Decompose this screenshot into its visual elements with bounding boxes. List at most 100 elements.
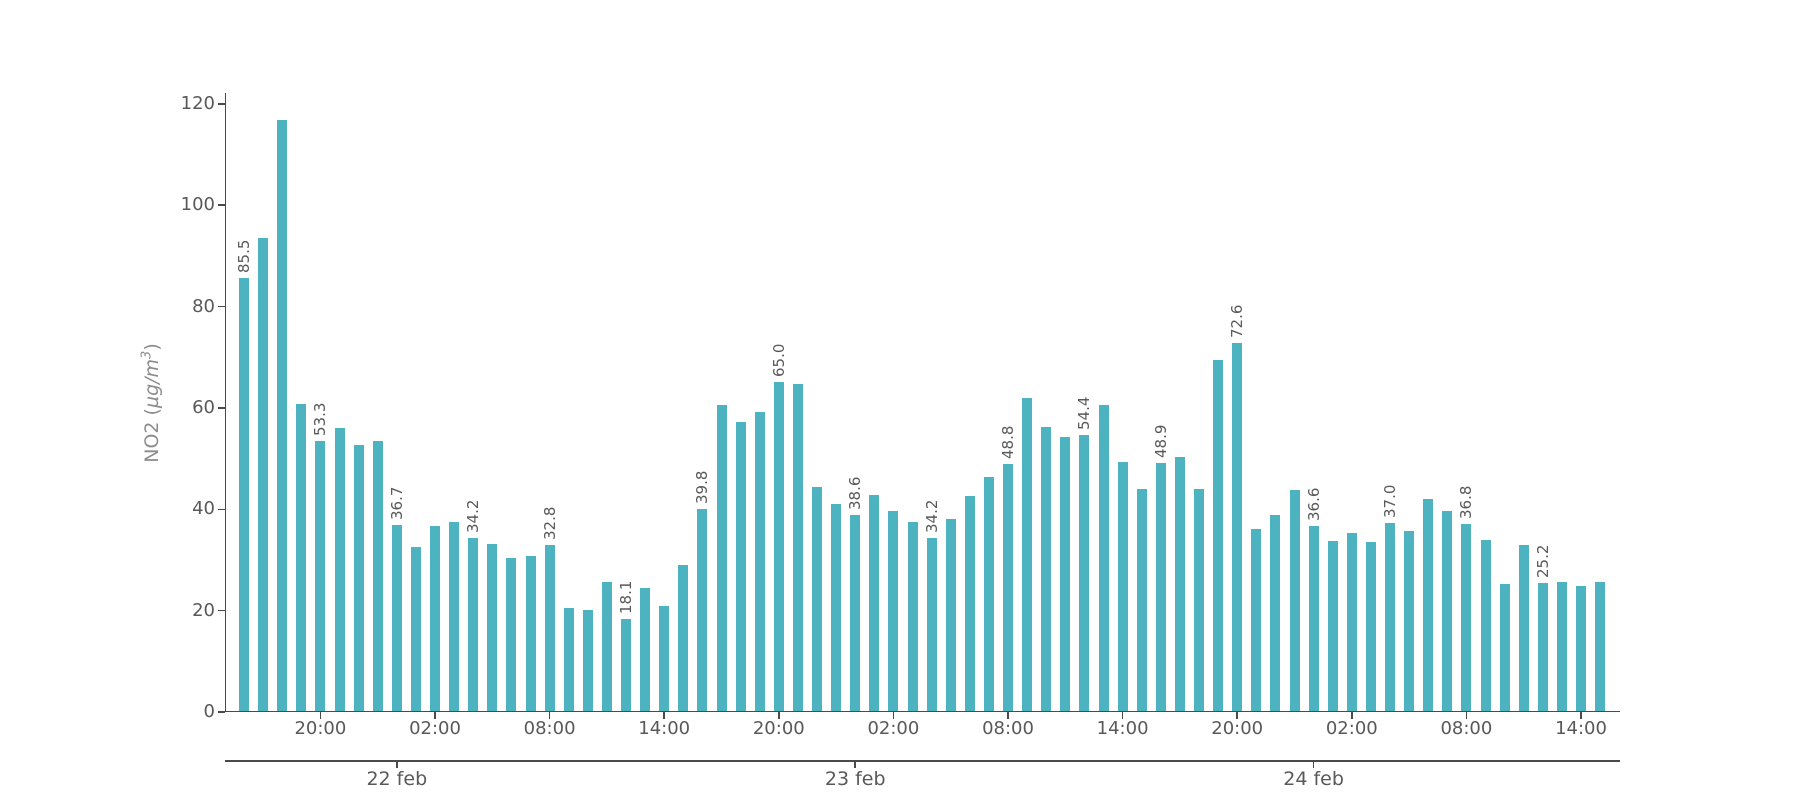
bar — [831, 504, 842, 711]
bar — [945, 518, 956, 711]
bar — [1461, 524, 1472, 711]
bar-value-label: 32.8 — [540, 506, 559, 540]
bar — [773, 381, 784, 711]
bar — [1423, 499, 1434, 711]
y-tick-label: 20 — [192, 599, 215, 621]
bar — [1060, 436, 1071, 711]
bar — [391, 525, 402, 711]
x-tick-mark — [548, 712, 551, 719]
y-tick-mark — [218, 711, 225, 713]
day-label: 24 feb — [1283, 768, 1344, 790]
x-tick-label: 14:00 — [638, 718, 691, 739]
bar — [258, 237, 269, 711]
x-tick-mark — [319, 712, 322, 719]
x-tick-mark — [892, 712, 895, 719]
bar — [334, 428, 345, 711]
y-tick-mark — [218, 609, 225, 612]
x-tick-label: 02:00 — [867, 718, 920, 739]
x-tick-mark — [1121, 712, 1124, 719]
x-tick-mark — [434, 712, 436, 719]
bar — [907, 522, 918, 711]
x-tick-mark — [778, 712, 780, 719]
bar-value-label: 39.8 — [693, 470, 712, 505]
bar — [1385, 523, 1395, 711]
bar — [1003, 463, 1013, 711]
bar — [1194, 489, 1204, 711]
bar — [1213, 359, 1224, 711]
bar — [1499, 583, 1510, 711]
bar-value-label: 34.2 — [922, 499, 941, 533]
y-tick-label: 60 — [192, 396, 215, 418]
bar — [1289, 489, 1300, 711]
bar-value-label: 38.6 — [846, 476, 865, 511]
y-tick-mark — [218, 204, 225, 206]
bar — [1098, 405, 1109, 711]
bar — [601, 582, 612, 711]
y-axis-label-exponent: 3 — [139, 350, 155, 359]
bar — [1576, 585, 1586, 711]
day-tick-mark — [854, 760, 856, 768]
bar-value-label: 53.3 — [311, 402, 330, 436]
y-tick-mark — [218, 508, 225, 511]
bar — [983, 476, 994, 711]
bar — [563, 608, 574, 711]
bar — [850, 515, 861, 711]
x-tick-mark — [1465, 712, 1468, 719]
y-tick-mark — [218, 407, 225, 409]
bar — [1041, 427, 1052, 711]
bar — [678, 565, 689, 711]
bar — [735, 421, 746, 711]
bar — [582, 610, 593, 711]
bar — [869, 495, 880, 711]
x-tick-mark — [1580, 712, 1582, 719]
bar-value-label: 36.7 — [387, 486, 406, 520]
bar — [315, 440, 326, 711]
bar-value-label: 36.6 — [1304, 487, 1323, 521]
x-tick-label: 14:00 — [1096, 718, 1149, 739]
bar — [792, 383, 803, 711]
x-tick-label: 20:00 — [294, 718, 347, 739]
bar — [1251, 529, 1262, 711]
bar — [1117, 462, 1128, 711]
y-tick-label: 100 — [180, 194, 215, 216]
bar — [621, 619, 631, 711]
bar-value-label: 54.4 — [1075, 396, 1094, 431]
bar — [353, 445, 364, 711]
x-tick-label: 14:00 — [1555, 718, 1607, 739]
bar — [449, 521, 460, 711]
day-label: 23 feb — [824, 768, 886, 790]
bar — [1232, 343, 1243, 711]
bar — [506, 558, 517, 711]
y-tick-label: 120 — [180, 92, 215, 114]
bar — [468, 537, 479, 711]
bar — [1537, 583, 1548, 711]
bar — [1480, 540, 1491, 711]
bar — [525, 555, 536, 711]
bar — [410, 546, 421, 711]
bar — [1556, 582, 1567, 711]
bar — [964, 495, 975, 711]
bar — [1518, 545, 1529, 711]
bar-value-label: 36.8 — [1457, 486, 1476, 520]
x-tick-label: 08:00 — [1440, 718, 1493, 739]
bar — [697, 509, 708, 711]
day-tick-mark — [396, 760, 398, 768]
bar — [1595, 582, 1606, 711]
bar — [888, 510, 899, 711]
bar-value-label: 37.0 — [1381, 485, 1399, 519]
bar — [296, 403, 307, 711]
y-tick-label: 40 — [192, 498, 215, 520]
bar — [1079, 435, 1090, 711]
bar — [716, 405, 727, 711]
bar — [1346, 533, 1357, 711]
day-label: 22 feb — [366, 768, 428, 790]
x-tick-mark — [1236, 712, 1238, 719]
bar-value-label: 48.9 — [1151, 424, 1170, 459]
bar — [659, 605, 670, 711]
y-tick-mark — [218, 305, 225, 308]
bar — [277, 119, 288, 711]
bar — [1365, 542, 1376, 711]
bar — [372, 440, 383, 711]
day-axis-line — [225, 760, 1620, 762]
